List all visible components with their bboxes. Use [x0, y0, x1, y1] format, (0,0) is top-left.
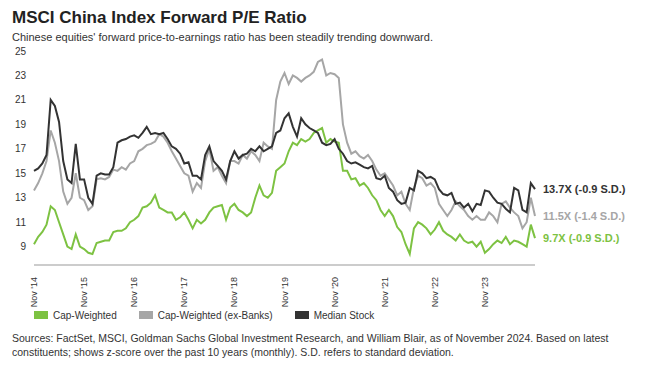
svg-text:25: 25 [15, 46, 27, 57]
svg-text:Nov '21: Nov '21 [380, 277, 390, 307]
svg-text:Nov '22: Nov '22 [430, 277, 440, 307]
svg-text:Nov '16: Nov '16 [129, 277, 139, 307]
svg-text:9: 9 [20, 241, 26, 252]
html-text:MSCI China Index Forward P/E R: MSCI China Index Forward P/E Ratio [12, 8, 307, 27]
html-text:Cap-Weighted (ex-Banks): Cap-Weighted (ex-Banks) [157, 309, 273, 321]
svg-text:Nov '17: Nov '17 [179, 277, 189, 307]
svg-text:Nov '14: Nov '14 [29, 277, 39, 307]
svg-text:23: 23 [15, 70, 27, 81]
svg-text:21: 21 [15, 94, 27, 105]
svg-text:11: 11 [16, 217, 27, 228]
svg-text:15: 15 [15, 168, 27, 179]
svg-text:Nov '18: Nov '18 [229, 277, 239, 307]
html-text:Median Stock: Median Stock [313, 309, 375, 321]
svg-text:19: 19 [15, 119, 27, 130]
svg-text:Nov '15: Nov '15 [79, 277, 89, 307]
svg-text:Nov '23: Nov '23 [480, 277, 490, 307]
svg-text:11.5X (-1.4 S.D.): 11.5X (-1.4 S.D.) [543, 210, 625, 222]
svg-text:13: 13 [15, 192, 27, 203]
svg-text:13.7X (-0.9 S.D.): 13.7X (-0.9 S.D.) [543, 183, 626, 195]
html-text:Chinese equities' forward pric: Chinese equities' forward price-to-earni… [12, 31, 433, 43]
html-text:Cap-Weighted: Cap-Weighted [53, 309, 117, 321]
svg-text:9.7X (-0.9 S.D.): 9.7X (-0.9 S.D.) [543, 232, 620, 244]
svg-text:Nov '19: Nov '19 [280, 277, 290, 307]
svg-text:17: 17 [15, 143, 27, 154]
html-text:Sources: FactSet, MSCI, Goldma: Sources: FactSet, MSCI, Goldman Sachs Gl… [12, 332, 609, 358]
svg-text:Nov '20: Nov '20 [330, 277, 340, 307]
